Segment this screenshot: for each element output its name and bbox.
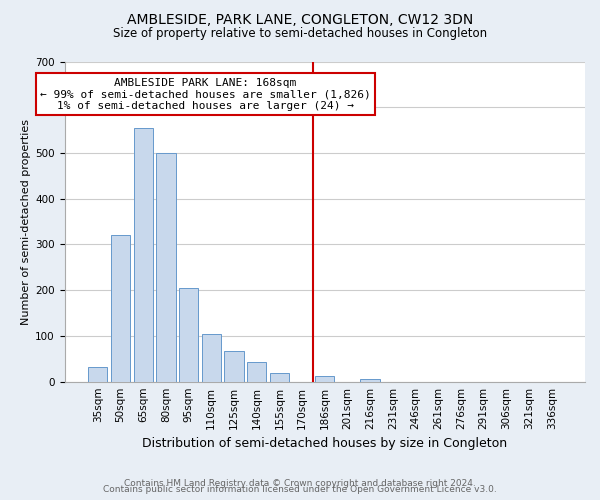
Bar <box>111 236 130 382</box>
Bar <box>361 380 380 382</box>
Bar <box>134 128 153 382</box>
Text: Contains HM Land Registry data © Crown copyright and database right 2024.: Contains HM Land Registry data © Crown c… <box>124 478 476 488</box>
Text: Contains public sector information licensed under the Open Government Licence v3: Contains public sector information licen… <box>103 485 497 494</box>
Text: AMBLESIDE, PARK LANE, CONGLETON, CW12 3DN: AMBLESIDE, PARK LANE, CONGLETON, CW12 3D… <box>127 12 473 26</box>
Bar <box>247 362 266 382</box>
Bar <box>156 153 176 382</box>
Bar <box>88 367 107 382</box>
Y-axis label: Number of semi-detached properties: Number of semi-detached properties <box>21 118 31 324</box>
Text: AMBLESIDE PARK LANE: 168sqm
← 99% of semi-detached houses are smaller (1,826)
1%: AMBLESIDE PARK LANE: 168sqm ← 99% of sem… <box>40 78 371 110</box>
Bar <box>179 288 198 382</box>
Bar <box>202 334 221 382</box>
X-axis label: Distribution of semi-detached houses by size in Congleton: Distribution of semi-detached houses by … <box>142 437 508 450</box>
Bar <box>270 372 289 382</box>
Bar <box>224 351 244 382</box>
Bar <box>315 376 334 382</box>
Text: Size of property relative to semi-detached houses in Congleton: Size of property relative to semi-detach… <box>113 28 487 40</box>
